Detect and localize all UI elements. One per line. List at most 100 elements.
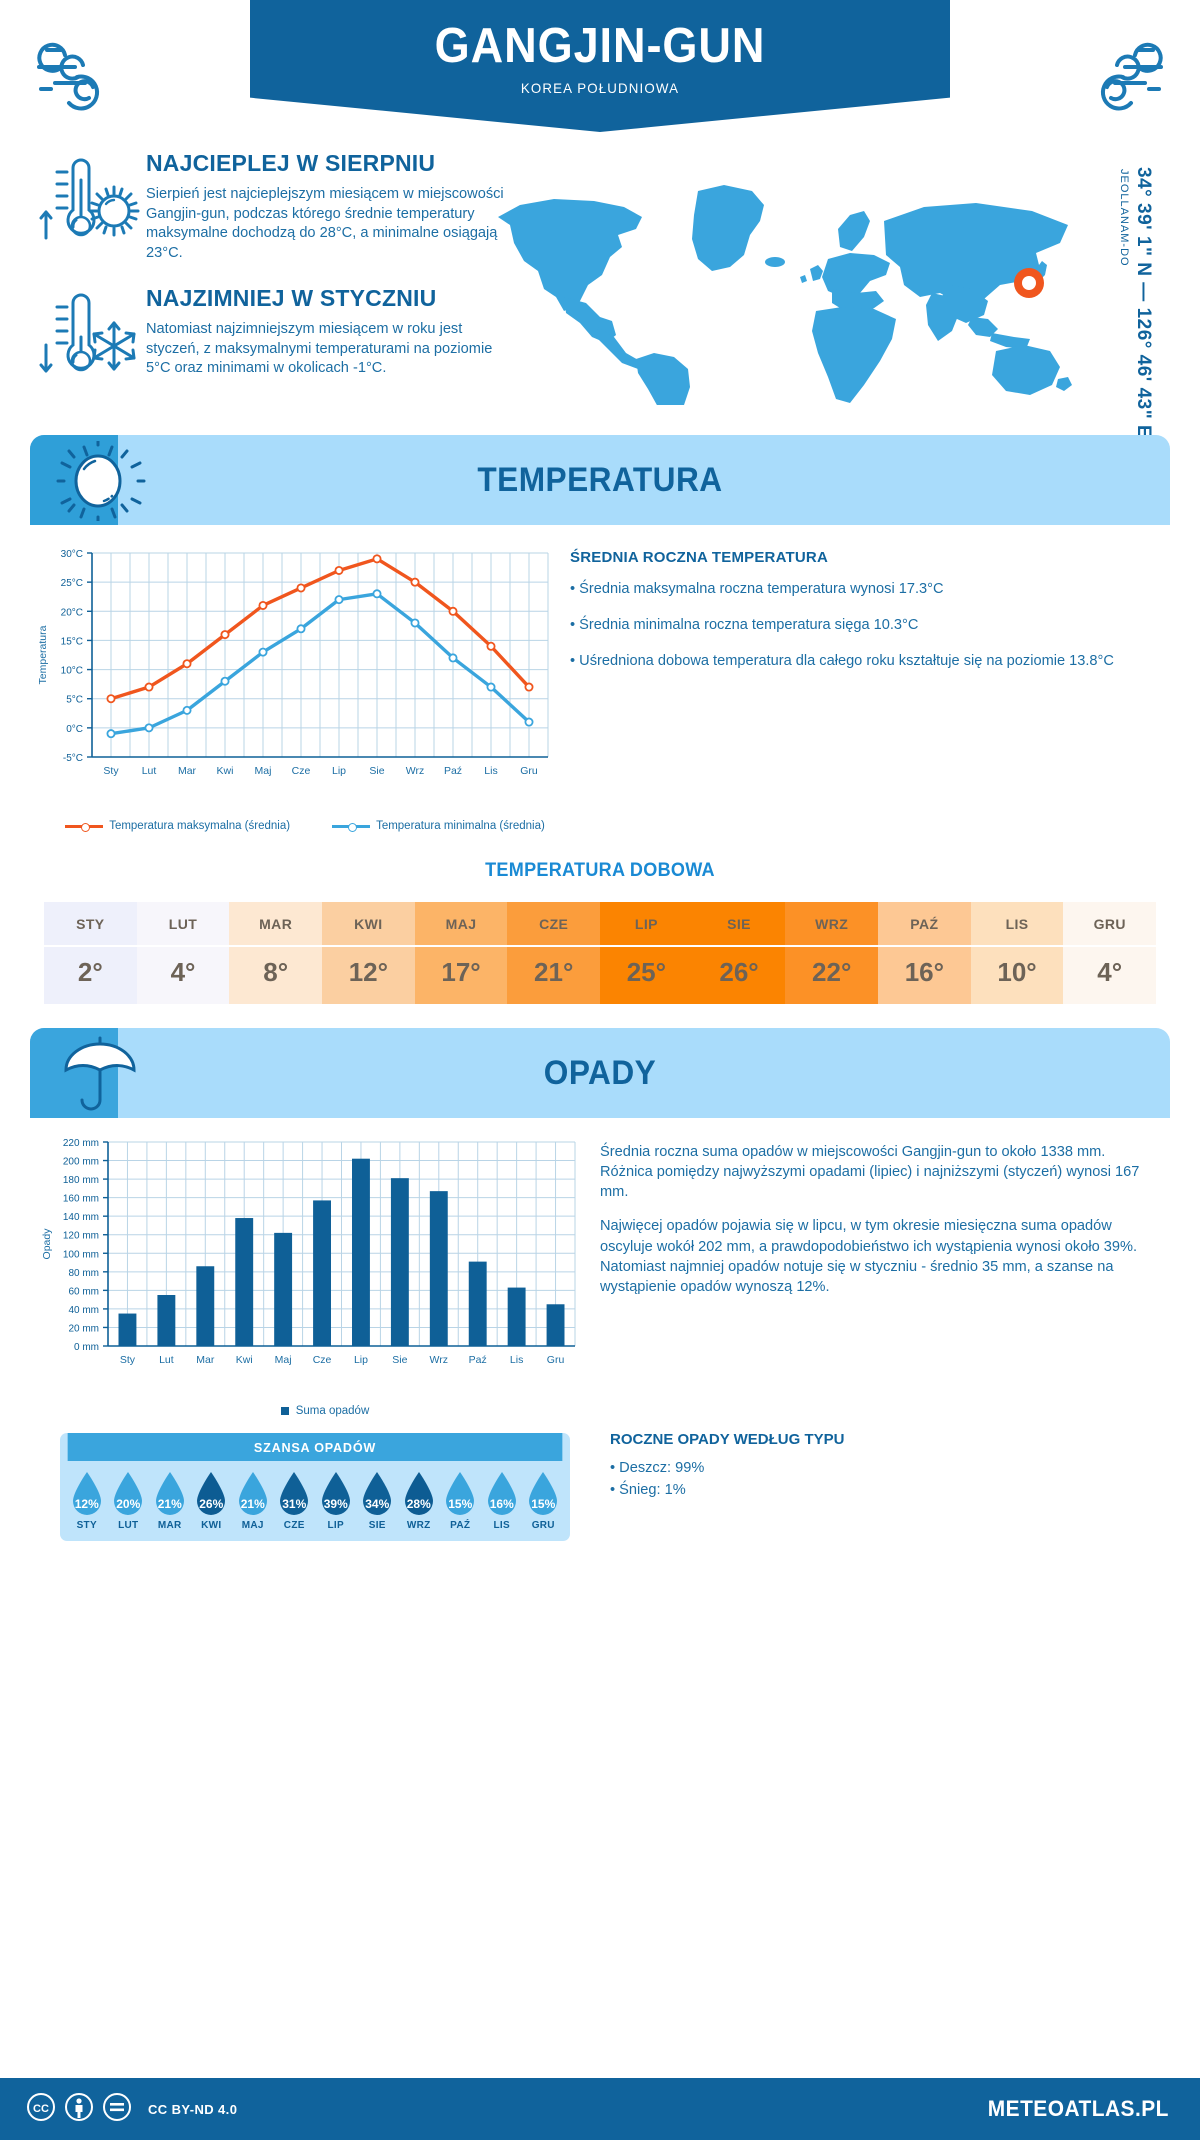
svg-text:20 mm: 20 mm bbox=[68, 1323, 99, 1334]
rain-chance-cell: 21% MAJ bbox=[232, 1471, 274, 1531]
rain-chance-month: LIP bbox=[327, 1520, 344, 1531]
water-drop-icon: 28% bbox=[402, 1471, 436, 1517]
legend-item-min: Temperatura minimalna (średnia) bbox=[332, 820, 545, 832]
thermometer-snowflake-icons bbox=[32, 285, 142, 396]
svg-text:Cze: Cze bbox=[292, 765, 311, 777]
daily-temp-value: 26° bbox=[719, 957, 759, 987]
svg-text:15°C: 15°C bbox=[61, 636, 83, 647]
water-drop-icon: 21% bbox=[153, 1471, 187, 1517]
daily-temp-value: 21° bbox=[534, 957, 574, 987]
daily-temp-month: WRZ bbox=[785, 902, 879, 947]
svg-text:Maj: Maj bbox=[275, 1354, 292, 1366]
daily-temp-value: 22° bbox=[812, 957, 852, 987]
svg-text:CC: CC bbox=[33, 2103, 49, 2115]
svg-text:Kwi: Kwi bbox=[236, 1354, 253, 1366]
avg-temp-bullet: • Uśredniona dobowa temperatura dla całe… bbox=[570, 652, 1114, 669]
rain-chance-cell: 31% CZE bbox=[274, 1471, 316, 1531]
svg-text:220 mm: 220 mm bbox=[63, 1138, 99, 1149]
daily-temp-value: 4° bbox=[170, 957, 196, 987]
svg-text:100 mm: 100 mm bbox=[63, 1249, 99, 1260]
wind-icon bbox=[1055, 25, 1175, 125]
daily-temp-cell: SIE 26° bbox=[692, 902, 786, 1004]
rain-chance-value: 21% bbox=[157, 1497, 182, 1511]
by-icon bbox=[64, 2092, 94, 2127]
svg-text:Wrz: Wrz bbox=[406, 765, 424, 777]
umbrella-icon bbox=[56, 1034, 146, 1119]
page-footer: CC CC BY-ND 4.0 METEOATLAS.PL bbox=[0, 2078, 1200, 2140]
page-subtitle: KOREA POŁUDNIOWA bbox=[520, 80, 680, 96]
rain-chance-cell: 39% LIP bbox=[315, 1471, 357, 1531]
title-banner: GANGJIN-GUN KOREA POŁUDNIOWA bbox=[250, 0, 950, 132]
rain-chance-value: 39% bbox=[323, 1497, 348, 1511]
daily-temp-value: 25° bbox=[626, 957, 667, 987]
svg-text:160 mm: 160 mm bbox=[63, 1194, 99, 1205]
daily-temp-month: PAŹ bbox=[878, 902, 971, 947]
rain-chance-value: 15% bbox=[531, 1497, 556, 1511]
daily-temp-month: LUT bbox=[136, 902, 230, 947]
temperature-banner: TEMPERATURA bbox=[30, 435, 1170, 525]
rain-chance-value: 15% bbox=[448, 1497, 473, 1511]
rain-chance-month: MAR bbox=[157, 1520, 182, 1531]
rain-chance-value: 20% bbox=[116, 1497, 141, 1511]
rain-chance-value: 34% bbox=[365, 1497, 390, 1511]
daily-temp-value: 8° bbox=[263, 957, 289, 987]
svg-text:5°C: 5°C bbox=[66, 695, 83, 706]
daily-temp-cell: PAŹ 16° bbox=[878, 902, 971, 1004]
svg-text:Mar: Mar bbox=[196, 1354, 215, 1366]
warmest-heading: NAJCIEPLEJ W SIERPNIU bbox=[146, 150, 436, 176]
daily-temp-cell: STY 2° bbox=[44, 902, 137, 1004]
svg-text:30°C: 30°C bbox=[61, 549, 83, 560]
rain-chance-value: 26% bbox=[199, 1497, 224, 1511]
daily-temp-value: 10° bbox=[997, 957, 1037, 987]
svg-text:Gru: Gru bbox=[520, 765, 538, 777]
svg-text:Lis: Lis bbox=[510, 1354, 523, 1366]
daily-temp-month: MAR bbox=[229, 902, 323, 947]
water-drop-icon: 12% bbox=[70, 1471, 104, 1517]
daily-temp-cell: LUT 4° bbox=[136, 902, 230, 1004]
rain-chance-value: 21% bbox=[240, 1497, 265, 1511]
rain-chance-month: CZE bbox=[283, 1520, 305, 1531]
water-drop-icon: 26% bbox=[194, 1471, 228, 1517]
precip-paragraph-1: Średnia roczna suma opadów w miejscowośc… bbox=[600, 1144, 1140, 1201]
rain-chance-month: LIS bbox=[493, 1520, 510, 1531]
daily-temp-month: LIS bbox=[970, 902, 1064, 947]
daily-temp-month: MAJ bbox=[414, 902, 508, 947]
daily-temp-value: 2° bbox=[77, 957, 103, 987]
summary-section: NAJCIEPLEJ W SIERPNIU Sierpień jest najc… bbox=[0, 145, 1200, 438]
rain-chance-month: SIE bbox=[368, 1520, 386, 1531]
daily-temperature-table: STY 2° LUT 4° MAR 8° KWI 12° MAJ 17° CZE 21° LIP 25° S… bbox=[44, 902, 1157, 1004]
daily-temp-month: LIP bbox=[600, 902, 693, 947]
svg-text:140 mm: 140 mm bbox=[63, 1212, 99, 1223]
water-drop-icon: 15% bbox=[443, 1471, 477, 1517]
cc-icon: CC bbox=[26, 2092, 56, 2127]
region-label: JEOLLANAM-DO bbox=[1118, 169, 1130, 267]
daily-temp-month: SIE bbox=[692, 902, 786, 947]
rain-chance-value: 31% bbox=[282, 1497, 307, 1511]
svg-text:60 mm: 60 mm bbox=[68, 1286, 99, 1297]
svg-text:200 mm: 200 mm bbox=[63, 1157, 99, 1168]
rain-chance-cell: 26% KWI bbox=[191, 1471, 233, 1531]
svg-text:Paź: Paź bbox=[469, 1354, 487, 1366]
rain-types-block: ROCZNE OPADY WEDŁUG TYPU • Deszcz: 99% •… bbox=[570, 1417, 1170, 1541]
svg-text:Lip: Lip bbox=[332, 765, 346, 777]
daily-temp-month: GRU bbox=[1063, 902, 1157, 947]
svg-text:Lip: Lip bbox=[354, 1354, 368, 1366]
rain-chance-month: STY bbox=[76, 1520, 97, 1531]
rain-chance-title: SZANSA OPADÓW bbox=[67, 1433, 563, 1461]
precipitation-chart: 0 mm 20 mm 40 mm 60 mm 80 mm 100 mm 120 mm 140 … bbox=[30, 1128, 590, 1417]
avg-temp-bullet: • Średnia minimalna roczna temperatura s… bbox=[570, 616, 919, 633]
svg-text:Lut: Lut bbox=[142, 765, 157, 777]
warmest-text: Sierpień jest najcieplejszym miesiącem w… bbox=[146, 186, 504, 261]
daily-temp-value: 17° bbox=[441, 957, 481, 987]
legend-label-min: Temperatura minimalna (średnia) bbox=[376, 820, 545, 832]
daily-temp-title: TEMPERATURA DOBOWA bbox=[485, 860, 715, 881]
rain-chance-drops: 12% STY 20% LUT 21% MAR 26% KWI 21% MAJ 31% CZE 39% L… bbox=[60, 1461, 570, 1541]
svg-text:Sty: Sty bbox=[120, 1354, 136, 1366]
precipitation-body: 0 mm 20 mm 40 mm 60 mm 80 mm 100 mm 120 mm 140 … bbox=[30, 1118, 1170, 1541]
world-map-svg bbox=[498, 185, 1072, 405]
rain-chance-value: 16% bbox=[489, 1497, 514, 1511]
daily-temp-value: 4° bbox=[1097, 957, 1123, 987]
rain-type-item: • Deszcz: 99% bbox=[610, 1460, 705, 1476]
daily-temp-value: 16° bbox=[904, 957, 945, 987]
rain-chance-month: LUT bbox=[118, 1520, 139, 1531]
